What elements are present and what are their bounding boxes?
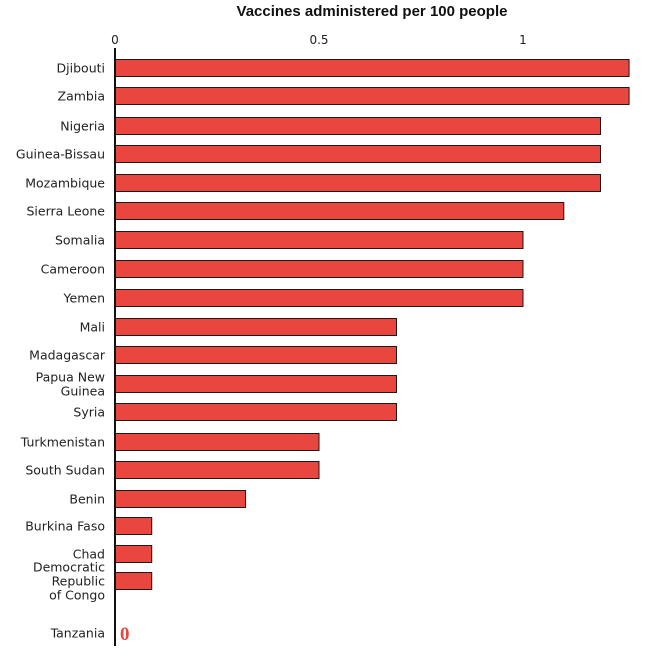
bar: [114, 490, 247, 508]
category-label: Djibouti: [57, 61, 105, 76]
bar: [114, 145, 602, 163]
category-label: Madagascar: [29, 348, 106, 363]
chart-title: Vaccines administered per 100 people: [237, 3, 508, 20]
bar: [114, 318, 398, 336]
x-tick-label: 0.5: [309, 33, 328, 47]
category-labels: Djibouti Zambia Nigeria Guinea-Bissau Mozamb…: [16, 61, 130, 646]
category-label: Turkmenistan: [20, 435, 105, 450]
x-tick-label: 0: [111, 33, 119, 47]
category-label: Papua New: [36, 370, 105, 385]
x-axis-ticks: 0 0.5 1: [111, 33, 527, 47]
bar: [114, 461, 320, 479]
category-label: Somalia: [55, 233, 105, 248]
bar: [114, 174, 602, 192]
bar: [114, 202, 565, 220]
bar: [114, 375, 398, 393]
category-label: Cameroon: [41, 262, 105, 277]
x-tick-label: 1: [519, 33, 527, 47]
bars: [114, 59, 630, 590]
category-label: Republic: [52, 574, 106, 589]
category-label: Guinea: [61, 384, 105, 399]
bar: [114, 545, 153, 563]
category-label: Benin: [69, 492, 105, 507]
bar: [114, 59, 630, 77]
category-label: Democratic: [33, 560, 105, 575]
category-label: Syria: [73, 405, 105, 420]
bar: [114, 87, 630, 105]
category-label: Guinea-Bissau: [16, 147, 105, 162]
category-label: Mali: [80, 320, 105, 335]
bar: [114, 289, 524, 307]
bar: [114, 433, 320, 451]
category-label: Chad: [73, 547, 105, 562]
bar: [114, 346, 398, 364]
category-label: Tanzania: [50, 626, 105, 641]
category-label: Nigeria: [60, 119, 105, 134]
category-label: Burkina Faso: [25, 519, 105, 534]
bar: [114, 260, 524, 278]
zero-value-label: 0: [120, 624, 130, 645]
bar: [114, 403, 398, 421]
category-label: Yemen: [63, 291, 105, 306]
bar: [114, 117, 602, 135]
category-label: Mozambique: [25, 176, 105, 191]
category-label: Sierra Leone: [27, 204, 106, 219]
category-label: of Congo: [49, 588, 105, 603]
category-label: Zambia: [58, 89, 105, 104]
category-label: South Sudan: [25, 463, 105, 478]
bar: [114, 517, 153, 535]
bar: [114, 572, 153, 590]
bar: [114, 231, 524, 249]
